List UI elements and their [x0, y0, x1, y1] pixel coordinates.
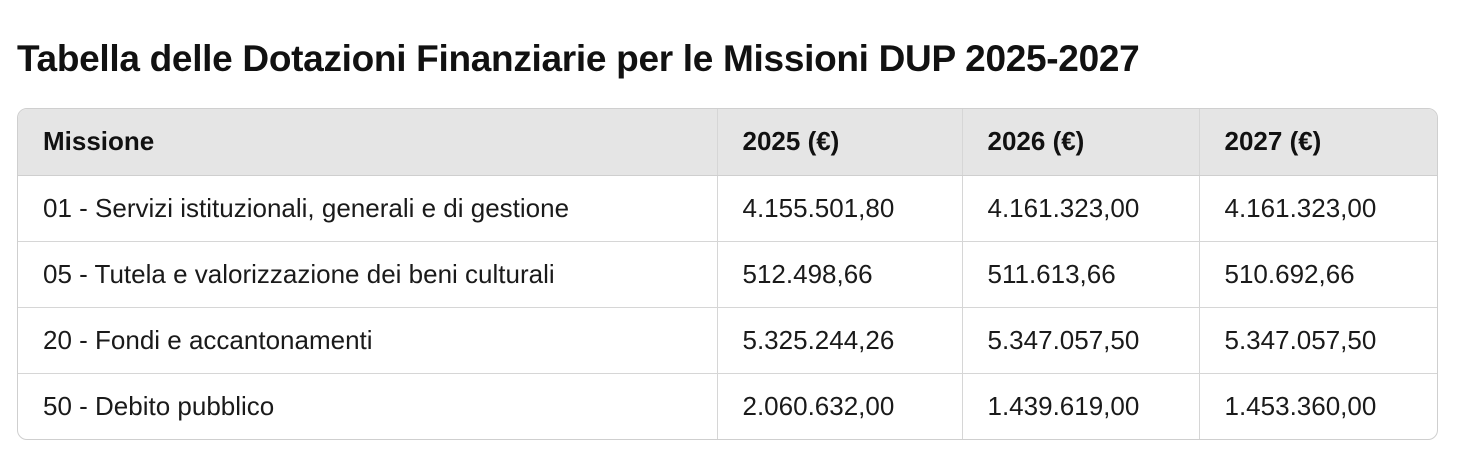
cell-missione: 01 - Servizi istituzionali, generali e d…: [43, 192, 570, 223]
column-header-2026: 2026 (€): [961, 109, 1199, 176]
cell-missione: 50 - Debito pubblico: [18, 372, 717, 439]
header-row: Missione 2025 (€) 2026 (€) 2027 (€): [18, 109, 1437, 176]
table-row: 20 - Fondi e accantonamenti 5.325.244,26…: [18, 306, 1437, 373]
table-container: Missione 2025 (€) 2026 (€) 2027 (€) 01 -…: [17, 108, 1438, 440]
cell-2027: 4.161.323,00: [1198, 175, 1437, 241]
cell-missione: 20 - Fondi e accantonamenti: [18, 306, 717, 373]
column-header-missione: Missione: [18, 109, 717, 176]
cell-missione: 05 - Tutela e valorizzazione dei beni cu…: [18, 240, 717, 307]
cell-2026: 5.347.057,50: [961, 306, 1199, 373]
column-header-2025: 2025 (€): [716, 109, 962, 176]
cell-2025: 4.155.501,80: [716, 175, 962, 241]
column-header-2027: 2027 (€): [1198, 109, 1437, 176]
cell-2025: 5.325.244,26: [716, 306, 962, 373]
cell-2027: 510.692,66: [1198, 240, 1437, 307]
table-row: 05 - Tutela e valorizzazione dei beni cu…: [18, 240, 1437, 307]
table-row: 50 - Debito pubblico 2.060.632,00 1.439.…: [18, 372, 1437, 439]
table-body: 01 - Servizi istituzionali, generali e d…: [18, 175, 1437, 439]
cell-2025: 512.498,66: [716, 240, 962, 307]
table-row: 01 - Servizi istituzionali, generali e d…: [18, 175, 1437, 241]
cell-2026: 511.613,66: [961, 240, 1199, 307]
cell-2026: 1.439.619,00: [961, 372, 1199, 439]
page-title: Tabella delle Dotazioni Finanziarie per …: [17, 38, 1140, 79]
cell-2026: 4.161.323,00: [961, 175, 1199, 241]
cell-2027: 5.347.057,50: [1198, 306, 1437, 373]
table-header: Missione 2025 (€) 2026 (€) 2027 (€): [18, 109, 1437, 176]
cell-2027: 1.453.360,00: [1198, 372, 1437, 439]
missions-table: Missione 2025 (€) 2026 (€) 2027 (€) 01 -…: [18, 109, 1437, 439]
cell-2025: 2.060.632,00: [716, 372, 962, 439]
